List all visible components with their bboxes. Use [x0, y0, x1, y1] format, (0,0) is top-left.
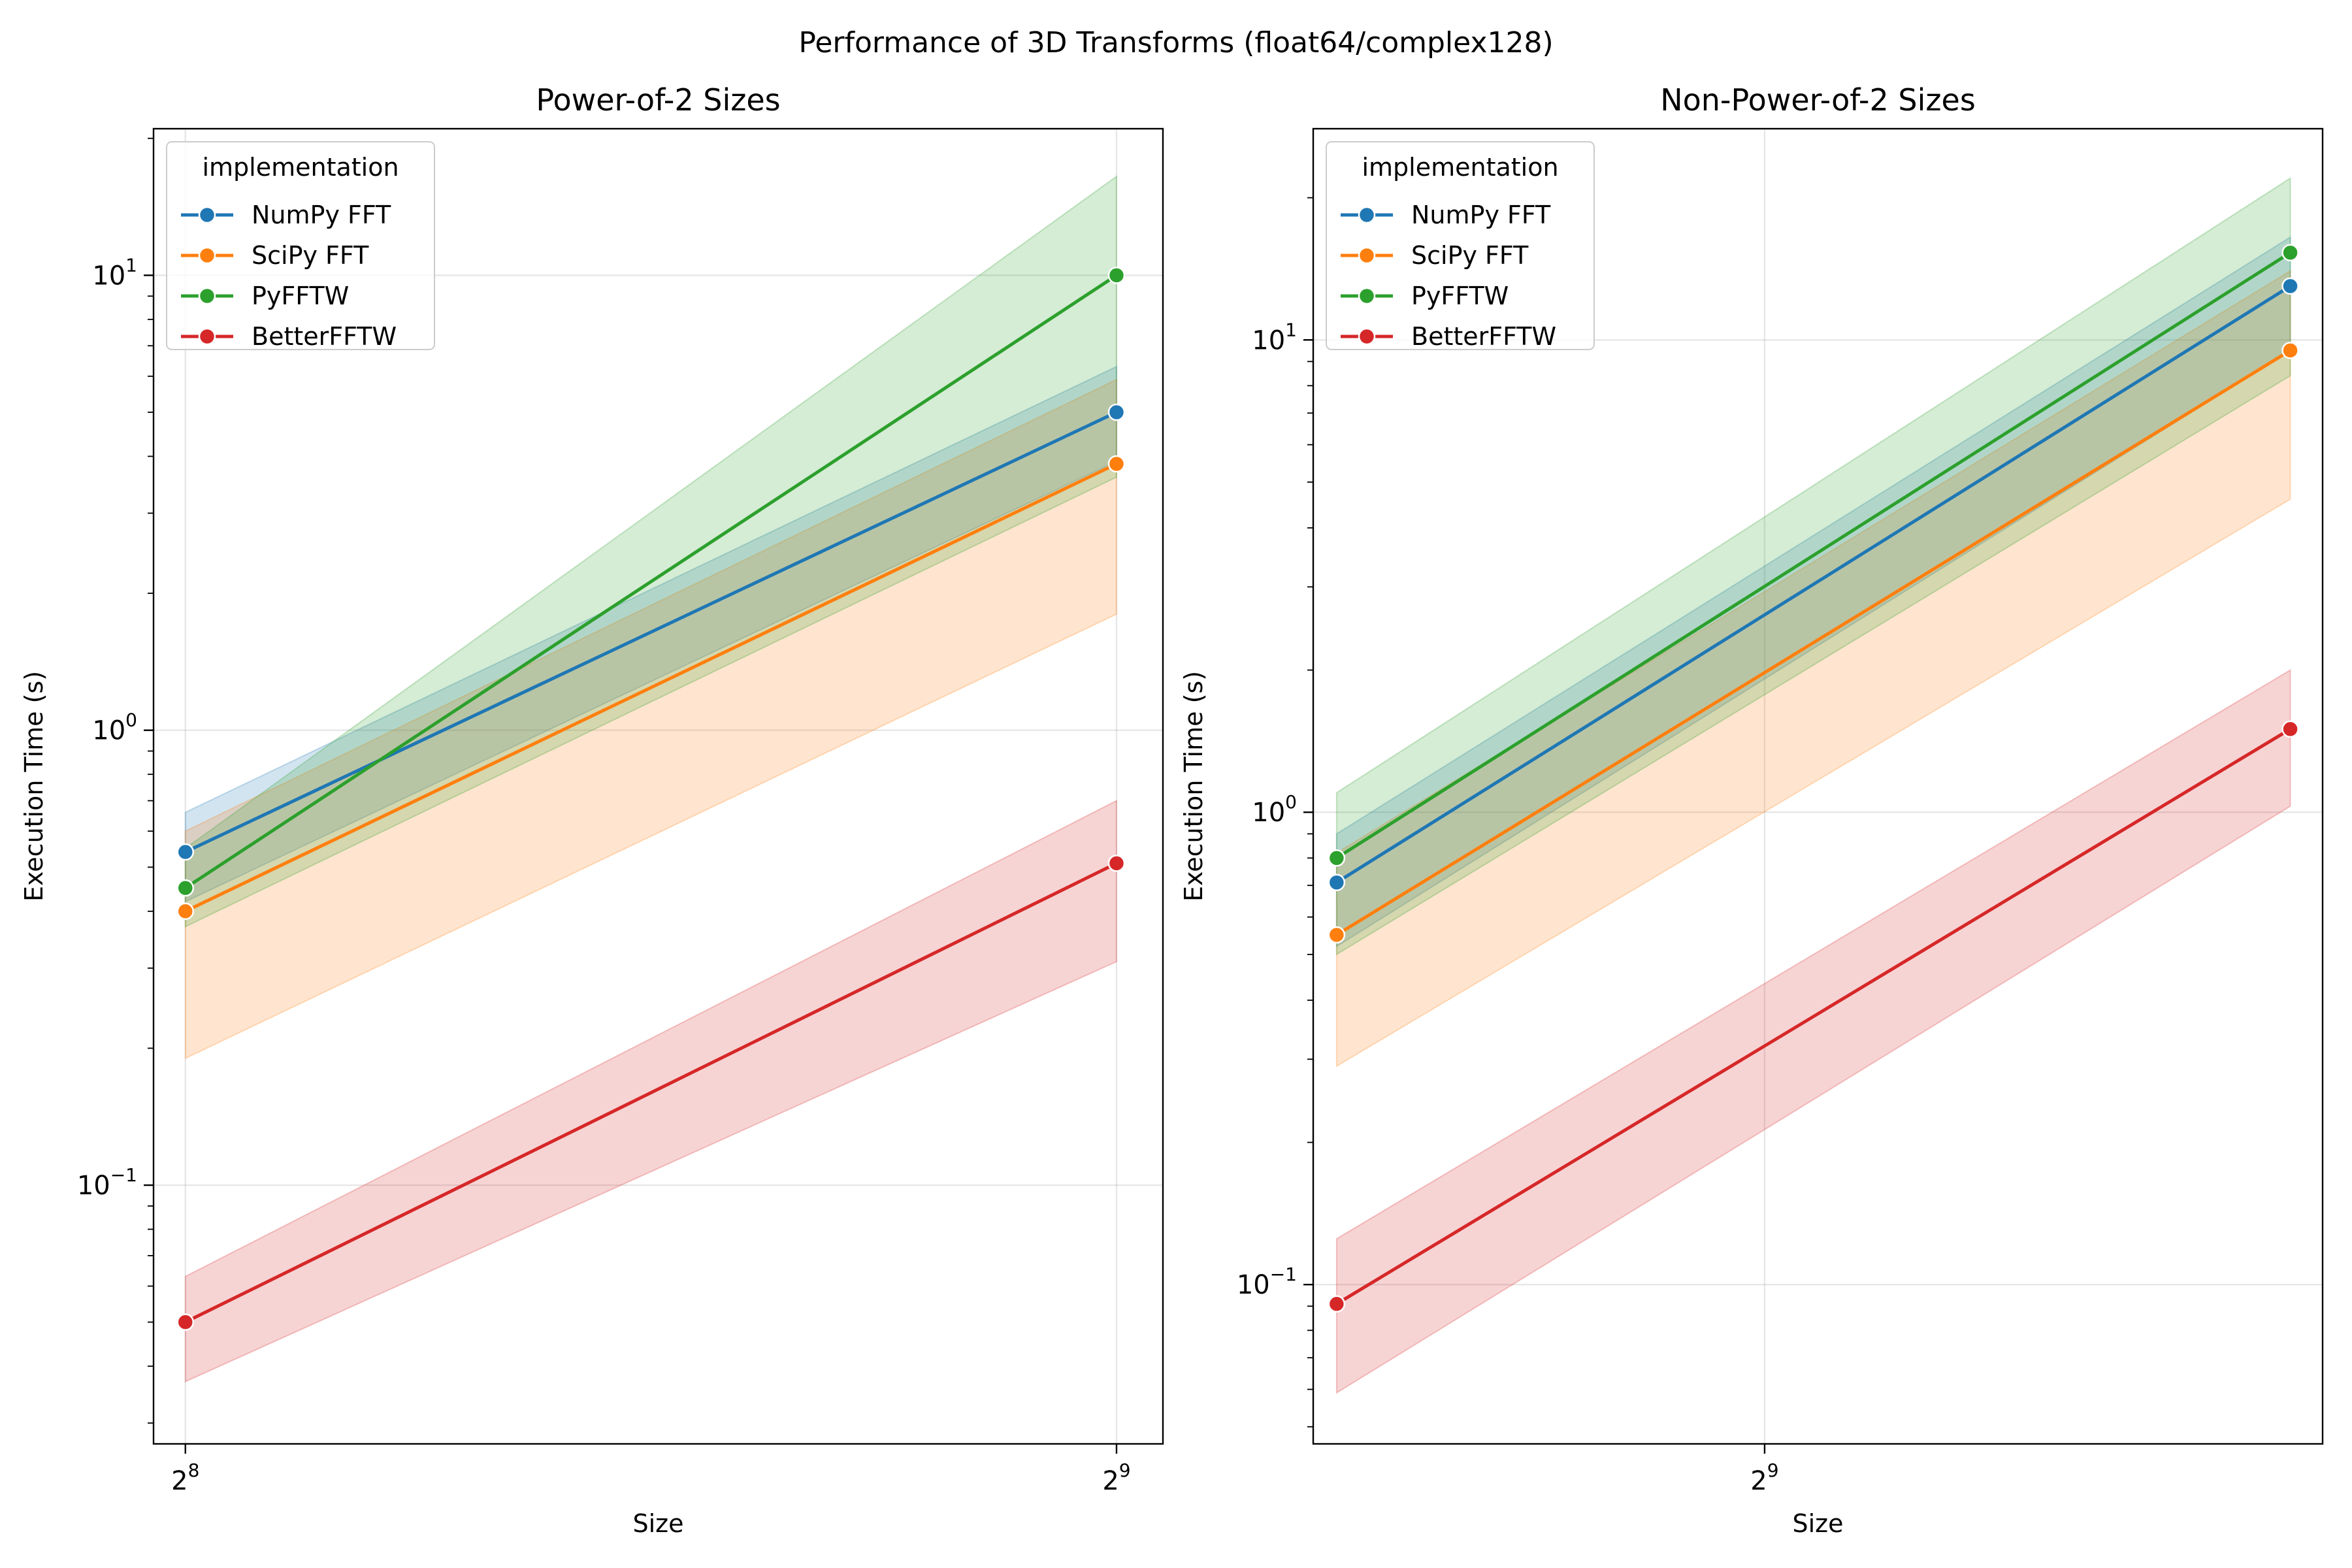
chart-title: Power-of-2 Sizes — [536, 82, 780, 118]
legend-entry-scipy-fft: SciPy FFT — [1411, 241, 1529, 270]
x-tick-label: 29 — [1750, 1460, 1778, 1496]
legend-marker-numpy-fft — [1358, 206, 1376, 224]
axes-frame — [152, 127, 1164, 1445]
data-point-pyfftw — [2281, 244, 2299, 262]
data-point-numpy-fft — [176, 843, 195, 861]
y-tick-label: 101 — [1252, 319, 1297, 355]
legend-entry-numpy-fft: NumPy FFT — [1411, 201, 1551, 229]
y-tick-label: 101 — [92, 254, 137, 291]
y-tick-label: 10−1 — [77, 1164, 137, 1201]
legend-marker-pyfftw — [198, 287, 216, 305]
y-tick-label: 100 — [92, 710, 137, 746]
confidence-band-betterfftw — [1335, 668, 2291, 1394]
series-line-betterfftw — [1335, 727, 2291, 1305]
legend: implementation NumPy FFT SciPy FFT PyFFTW Be… — [1326, 141, 1595, 351]
legend-marker-pyfftw — [1358, 287, 1376, 305]
data-point-numpy-fft — [2281, 277, 2299, 295]
x-tick-label: 29 — [1102, 1460, 1130, 1496]
data-point-betterfftw — [176, 1313, 195, 1331]
data-point-scipy-fft — [1107, 455, 1126, 473]
series-line-numpy-fft — [1335, 284, 2291, 884]
data-point-betterfftw — [1107, 855, 1126, 872]
legend: implementation NumPy FFT SciPy FFT PyFFTW Be… — [166, 141, 435, 351]
figure-suptitle: Performance of 3D Transforms (float64/co… — [798, 26, 1553, 59]
data-point-pyfftw — [1107, 267, 1126, 284]
data-point-pyfftw — [176, 879, 195, 897]
data-point-scipy-fft — [2281, 342, 2299, 359]
axes-frame — [1312, 127, 2324, 1445]
y-tick-label: 10−1 — [1237, 1264, 1297, 1300]
confidence-band-scipy-fft — [1335, 269, 2291, 1068]
data-point-numpy-fft — [1328, 874, 1346, 892]
data-point-betterfftw — [1328, 1295, 1346, 1313]
legend-entry-pyfftw: PyFFTW — [1411, 282, 1509, 310]
legend-title: implementation — [1362, 153, 1558, 182]
y-axis-label: Execution Time (s) — [1179, 671, 1208, 902]
legend-marker-betterfftw — [198, 327, 216, 346]
legend-marker-scipy-fft — [1358, 246, 1376, 265]
data-point-betterfftw — [2281, 720, 2299, 738]
chart-title: Non-Power-of-2 Sizes — [1660, 82, 1976, 118]
legend-box — [1326, 141, 1595, 350]
legend-entry-scipy-fft: SciPy FFT — [252, 241, 369, 270]
data-point-numpy-fft — [1107, 403, 1126, 421]
y-axis-label: Execution Time (s) — [20, 671, 48, 902]
series-line-scipy-fft — [184, 462, 1118, 913]
x-axis-label: Size — [632, 1509, 683, 1538]
series-line-pyfftw — [1335, 251, 2291, 860]
confidence-band-pyfftw — [1335, 176, 2291, 956]
x-axis-label: Size — [1792, 1509, 1843, 1538]
chart-power-of-2: 28 29 10−1 100 101 Power-of-2 Sizes Size Execut… — [20, 82, 1164, 1538]
legend-entry-betterfftw: BetterFFTW — [1411, 322, 1556, 351]
y-tick-label: 100 — [1252, 791, 1297, 828]
series-line-scipy-fft — [1335, 349, 2291, 937]
data-point-scipy-fft — [176, 902, 195, 921]
data-point-scipy-fft — [1328, 926, 1346, 944]
confidence-band-scipy-fft — [184, 378, 1117, 1060]
series-line-numpy-fft — [184, 410, 1118, 854]
x-tick-label: 28 — [171, 1460, 199, 1496]
legend-entry-pyfftw: PyFFTW — [252, 282, 349, 310]
legend-marker-numpy-fft — [198, 206, 216, 224]
legend-marker-betterfftw — [1358, 327, 1376, 346]
legend-entry-betterfftw: BetterFFTW — [252, 322, 397, 351]
legend-entry-numpy-fft: NumPy FFT — [252, 201, 391, 229]
legend-title: implementation — [202, 153, 399, 182]
data-point-pyfftw — [1328, 849, 1346, 867]
series-line-betterfftw — [184, 862, 1118, 1324]
series-line-pyfftw — [184, 274, 1118, 890]
legend-marker-scipy-fft — [198, 246, 216, 265]
confidence-band-pyfftw — [184, 174, 1117, 928]
legend-box — [166, 141, 435, 350]
chart-non-power-of-2: 29 10−1 100 101 Non-Power-of-2 Sizes Size Exec… — [1179, 82, 2324, 1538]
